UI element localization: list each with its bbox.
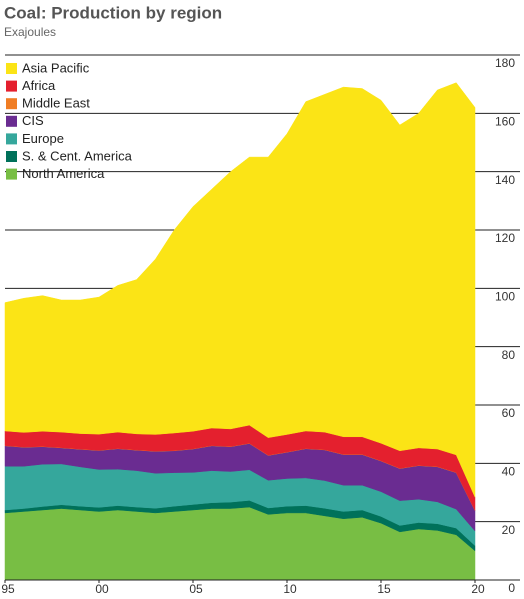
x-tick-label: 95 [1, 582, 15, 596]
legend-label: Europe [22, 131, 64, 146]
x-tick-label: 00 [95, 582, 109, 596]
legend-swatch [6, 115, 17, 127]
y-tick-label: 160 [495, 115, 515, 129]
x-tick-label: 10 [283, 582, 297, 596]
legend-swatch [6, 133, 17, 145]
x-tick-label: 05 [189, 582, 203, 596]
legend-label: Africa [22, 78, 56, 93]
y-tick-label: 140 [495, 173, 515, 187]
x-tick-label: 20 [471, 582, 485, 596]
legend-label: North America [22, 166, 105, 181]
legend-swatch [6, 63, 17, 74]
legend-label: S. & Cent. America [22, 148, 133, 163]
legend-label: Asia Pacific [22, 60, 90, 75]
chart-subtitle: Exajoules [4, 25, 56, 39]
y-tick-label: 80 [502, 348, 516, 362]
legend-label: CIS [22, 113, 44, 128]
legend: North America S. & Cent. America Europe CIS… [6, 60, 133, 181]
y-tick-label: 100 [495, 290, 515, 304]
legend-swatch [6, 80, 17, 92]
y-tick-label: 180 [495, 56, 515, 70]
y-tick-label: 120 [495, 231, 515, 245]
y-tick-label: 20 [502, 523, 516, 537]
legend-swatch [6, 151, 17, 162]
legend-swatch [6, 98, 17, 110]
y-tick-label: 40 [502, 465, 516, 479]
legend-label: Middle East [22, 96, 90, 111]
chart-title: Coal: Production by region [4, 3, 222, 22]
area [4, 82, 476, 498]
y-tick-label: 0 [508, 581, 515, 595]
x-tick-label: 15 [377, 582, 391, 596]
legend-swatch [6, 168, 17, 180]
y-tick-label: 60 [502, 406, 516, 420]
